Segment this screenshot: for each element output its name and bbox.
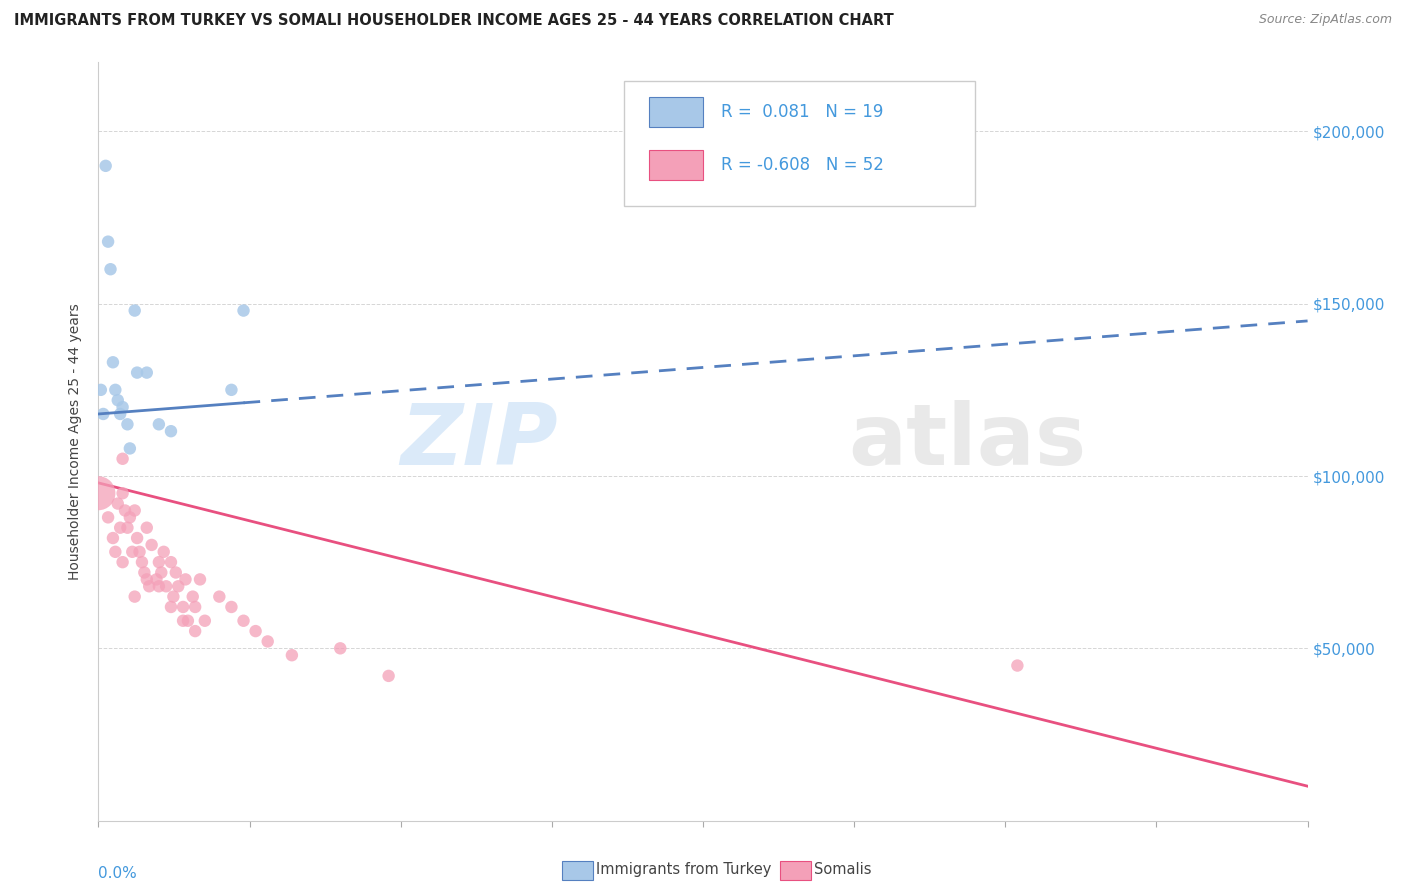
Point: [108, 521, 131, 535]
Point: [181, 590, 204, 604]
Point: [184, 599, 207, 614]
Point: [114, 503, 136, 517]
Point: [124, 503, 146, 517]
Point: [127, 531, 149, 545]
Point: [134, 566, 156, 580]
Point: [177, 614, 200, 628]
Point: [135, 366, 157, 380]
Point: [111, 451, 134, 466]
Point: [108, 407, 131, 421]
Point: [148, 555, 170, 569]
Point: [188, 573, 211, 587]
Point: [117, 417, 139, 432]
Point: [94, 159, 117, 173]
Point: [97, 235, 120, 249]
Point: [111, 400, 134, 414]
Point: [104, 383, 127, 397]
Point: [118, 442, 141, 456]
Point: [160, 424, 183, 438]
Point: [135, 521, 157, 535]
Point: [141, 538, 163, 552]
Point: [107, 497, 129, 511]
Point: [1007, 658, 1029, 673]
Point: [162, 590, 184, 604]
Text: Source: ZipAtlas.com: Source: ZipAtlas.com: [1258, 13, 1392, 27]
Point: [150, 566, 173, 580]
Point: [329, 641, 352, 656]
Text: Immigrants from Turkey: Immigrants from Turkey: [596, 863, 772, 877]
Point: [138, 579, 160, 593]
Point: [194, 614, 217, 628]
Point: [128, 545, 150, 559]
Point: [91, 407, 114, 421]
Point: [148, 579, 170, 593]
Point: [245, 624, 267, 639]
Point: [221, 599, 243, 614]
Point: [107, 393, 129, 408]
Point: [281, 648, 304, 663]
Point: [124, 590, 146, 604]
Point: [208, 590, 231, 604]
Point: [87, 486, 110, 500]
Point: [155, 579, 177, 593]
Text: R =  0.081   N = 19: R = 0.081 N = 19: [721, 103, 883, 120]
Point: [174, 573, 197, 587]
Point: [117, 521, 139, 535]
Bar: [648, 96, 703, 127]
Point: [104, 545, 127, 559]
Point: [135, 573, 157, 587]
Point: [221, 383, 243, 397]
Text: IMMIGRANTS FROM TURKEY VS SOMALI HOUSEHOLDER INCOME AGES 25 - 44 YEARS CORRELATI: IMMIGRANTS FROM TURKEY VS SOMALI HOUSEHO…: [14, 13, 894, 29]
Point: [160, 599, 183, 614]
Point: [121, 545, 143, 559]
Point: [160, 555, 183, 569]
FancyBboxPatch shape: [624, 81, 976, 207]
Text: Somalis: Somalis: [814, 863, 872, 877]
Point: [148, 417, 170, 432]
Bar: [648, 150, 703, 180]
Point: [124, 303, 146, 318]
Point: [111, 555, 134, 569]
Point: [172, 599, 194, 614]
Point: [184, 624, 207, 639]
Text: 0.0%: 0.0%: [98, 866, 138, 881]
Point: [101, 531, 124, 545]
Point: [127, 366, 149, 380]
Point: [145, 573, 167, 587]
Text: R = -0.608   N = 52: R = -0.608 N = 52: [721, 156, 884, 174]
Point: [377, 669, 399, 683]
Text: atlas: atlas: [848, 400, 1087, 483]
Point: [232, 303, 254, 318]
Text: ZIP: ZIP: [401, 400, 558, 483]
Y-axis label: Householder Income Ages 25 - 44 years: Householder Income Ages 25 - 44 years: [69, 303, 83, 580]
Point: [100, 262, 122, 277]
Point: [232, 614, 254, 628]
Point: [111, 486, 134, 500]
Point: [97, 510, 120, 524]
Point: [256, 634, 278, 648]
Point: [152, 545, 174, 559]
Point: [118, 510, 141, 524]
Point: [172, 614, 194, 628]
Point: [165, 566, 187, 580]
Point: [90, 383, 112, 397]
Point: [167, 579, 190, 593]
Point: [101, 355, 124, 369]
Point: [131, 555, 153, 569]
